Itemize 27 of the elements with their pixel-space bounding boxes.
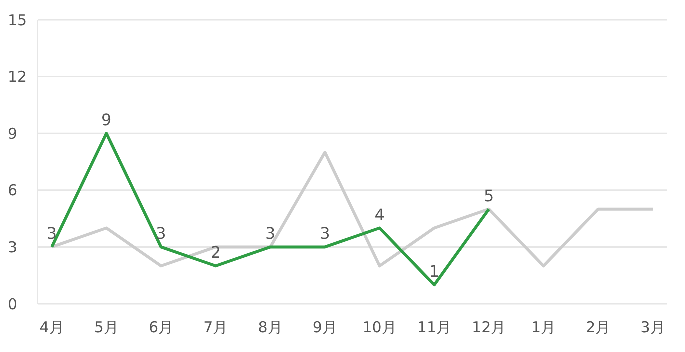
y-tick-label: 9 [8,124,18,143]
data-label: 3 [46,224,58,244]
data-label: 3 [156,224,166,244]
y-tick-label: 3 [8,238,18,257]
y-tick-label: 6 [8,182,18,200]
x-tick-label: 4月 [40,318,64,337]
x-tick-label: 6月 [149,318,174,337]
x-tick-label: 9月 [312,318,338,337]
x-tick-label: 1月 [531,318,556,337]
data-label: 5 [484,186,494,206]
y-tick-label: 0 [8,295,18,314]
data-label: 3 [320,224,330,244]
x-tick-label: 11月 [417,318,452,337]
data-label: 2 [210,243,222,262]
data-label: 9 [102,110,112,130]
x-tick-label: 2月 [586,318,611,337]
y-tick-label: 12 [8,68,28,86]
x-tick-label: 8月 [258,318,283,337]
x-tick-label: 7月 [204,318,228,337]
x-tick-label: 3月 [640,318,666,337]
data-label: 1 [429,262,440,282]
data-label: 3 [265,224,276,244]
x-tick-label: 12月 [472,318,506,337]
x-tick-label: 10月 [362,318,397,337]
x-tick-label: 5月 [94,318,119,337]
data-label: 4 [374,205,385,224]
y-tick-label: 15 [8,11,28,30]
